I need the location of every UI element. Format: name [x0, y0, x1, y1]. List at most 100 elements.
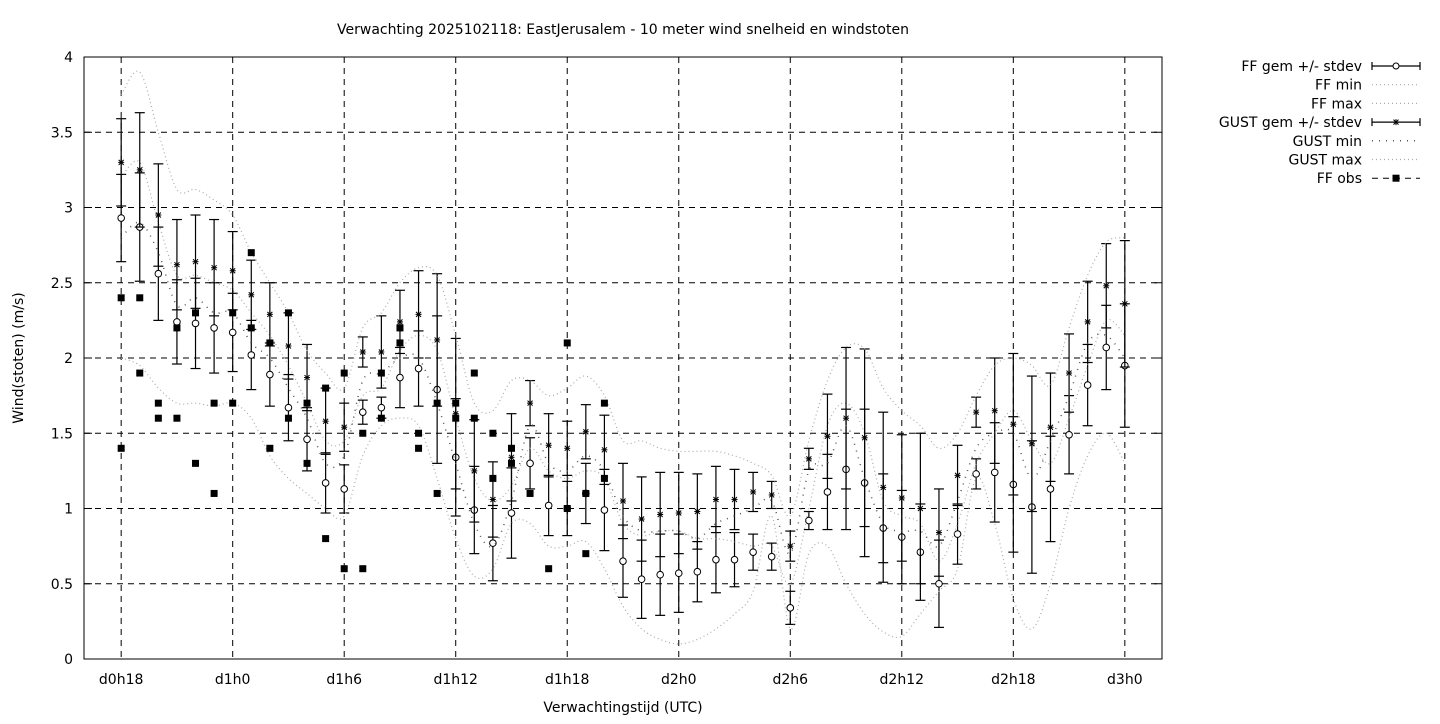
obs-point [507, 444, 515, 452]
ff-mean-point [414, 364, 423, 373]
gust-mean-point [173, 261, 180, 268]
gust-mean-point [508, 454, 515, 461]
obs-point [433, 489, 441, 497]
star-stroke [192, 258, 199, 265]
gust-mean-point [155, 212, 162, 219]
obs-point [136, 294, 144, 302]
y-tick-label: 3 [64, 201, 73, 217]
obs-point [229, 309, 237, 317]
legend-swatch-star [1393, 119, 1399, 126]
star-stroke [954, 472, 961, 479]
gust-mean-point [1028, 440, 1035, 447]
obs-point [433, 399, 441, 407]
gust-mean-point [248, 291, 255, 298]
ff-mean-point [340, 485, 349, 493]
gust-mean-point [545, 442, 552, 449]
y-axis-label: Wind(stoten) (m/s) [11, 292, 27, 423]
gust-mean-point [917, 505, 924, 512]
gust-mean-point [731, 496, 738, 503]
obs-point [303, 399, 311, 407]
obs-point [173, 324, 181, 332]
star-stroke [657, 511, 664, 518]
star-stroke [527, 400, 533, 407]
legend-label: GUST gem +/- stdev [1219, 115, 1362, 131]
star-stroke [118, 159, 125, 166]
y-tick-label: 0 [64, 652, 73, 668]
ff-mean-point [749, 548, 757, 556]
ff-mean-point [117, 214, 125, 222]
curve-ff-min [120, 357, 1126, 645]
legend-label: FF gem +/- stdev [1241, 59, 1362, 75]
star-stroke [1084, 319, 1091, 325]
gust-mean-point [638, 516, 645, 523]
obs-point [154, 399, 162, 407]
gust-mean-point [136, 166, 143, 173]
obs-point [247, 324, 255, 332]
obs-point [173, 414, 181, 422]
star-stroke [936, 529, 942, 536]
ff-mean-point [805, 516, 813, 525]
obs-point [322, 535, 330, 543]
obs-point [210, 489, 218, 497]
star-stroke [564, 445, 571, 452]
obs-point [359, 565, 367, 573]
gust-mean-point [471, 467, 478, 474]
obs-point [117, 294, 125, 302]
obs-point [229, 399, 237, 407]
star-stroke [880, 484, 887, 491]
gust-mean-point [787, 543, 794, 550]
ff-mean-point [396, 373, 404, 382]
gust-mean-point [935, 529, 942, 536]
ff-mean-point [321, 479, 330, 487]
ff-mean-point [619, 557, 627, 565]
series-gust-gem-stdev [116, 112, 1130, 585]
star-stroke [322, 418, 329, 425]
legend-label: GUST min [1293, 134, 1362, 150]
legend-label: FF obs [1317, 171, 1362, 187]
gust-mean-point [1103, 282, 1110, 289]
star-stroke [843, 415, 849, 422]
gust-mean-point [378, 348, 385, 355]
ff-mean-point [674, 569, 683, 578]
star-stroke [806, 455, 812, 462]
obs-point [303, 459, 311, 467]
gust-mean-point [1047, 424, 1054, 431]
y-tick-label: 2 [64, 351, 73, 367]
obs-point [526, 489, 534, 497]
gust-mean-point [527, 400, 534, 407]
y-tick-label: 3.5 [51, 125, 73, 141]
gust-mean-point [843, 415, 850, 422]
x-tick-label: d1h18 [545, 672, 589, 688]
ff-mean-point [284, 403, 293, 412]
obs-point [322, 384, 330, 392]
gust-mean-point [601, 446, 608, 453]
ff-mean-point [935, 579, 943, 588]
x-tick-label: d2h12 [880, 672, 924, 688]
obs-point [600, 399, 608, 407]
obs-point [266, 444, 274, 452]
star-stroke [861, 434, 868, 441]
gust-mean-point [620, 497, 626, 504]
obs-point [489, 474, 497, 482]
y-tick-label: 2.5 [51, 276, 73, 292]
star-stroke [768, 492, 775, 498]
star-stroke [694, 508, 701, 515]
ff-mean-point [972, 470, 980, 478]
obs-point [359, 429, 367, 437]
ff-mean-point [990, 468, 999, 477]
ff-mean-point [637, 575, 646, 584]
ff-mean-point [1083, 381, 1092, 389]
star-stroke [917, 505, 924, 512]
gust-mean-point [805, 455, 812, 462]
obs-point [600, 474, 608, 482]
gust-mean-point [322, 418, 329, 425]
star-stroke [750, 489, 756, 495]
curve-gust-min [120, 221, 1126, 555]
y-tick-label: 0.5 [51, 577, 73, 593]
star-stroke [1029, 440, 1035, 447]
ff-mean-point [730, 555, 739, 564]
x-tick-label: d0h18 [99, 672, 143, 688]
star-stroke [620, 498, 626, 504]
star-stroke [898, 495, 905, 501]
star-stroke [434, 337, 440, 343]
